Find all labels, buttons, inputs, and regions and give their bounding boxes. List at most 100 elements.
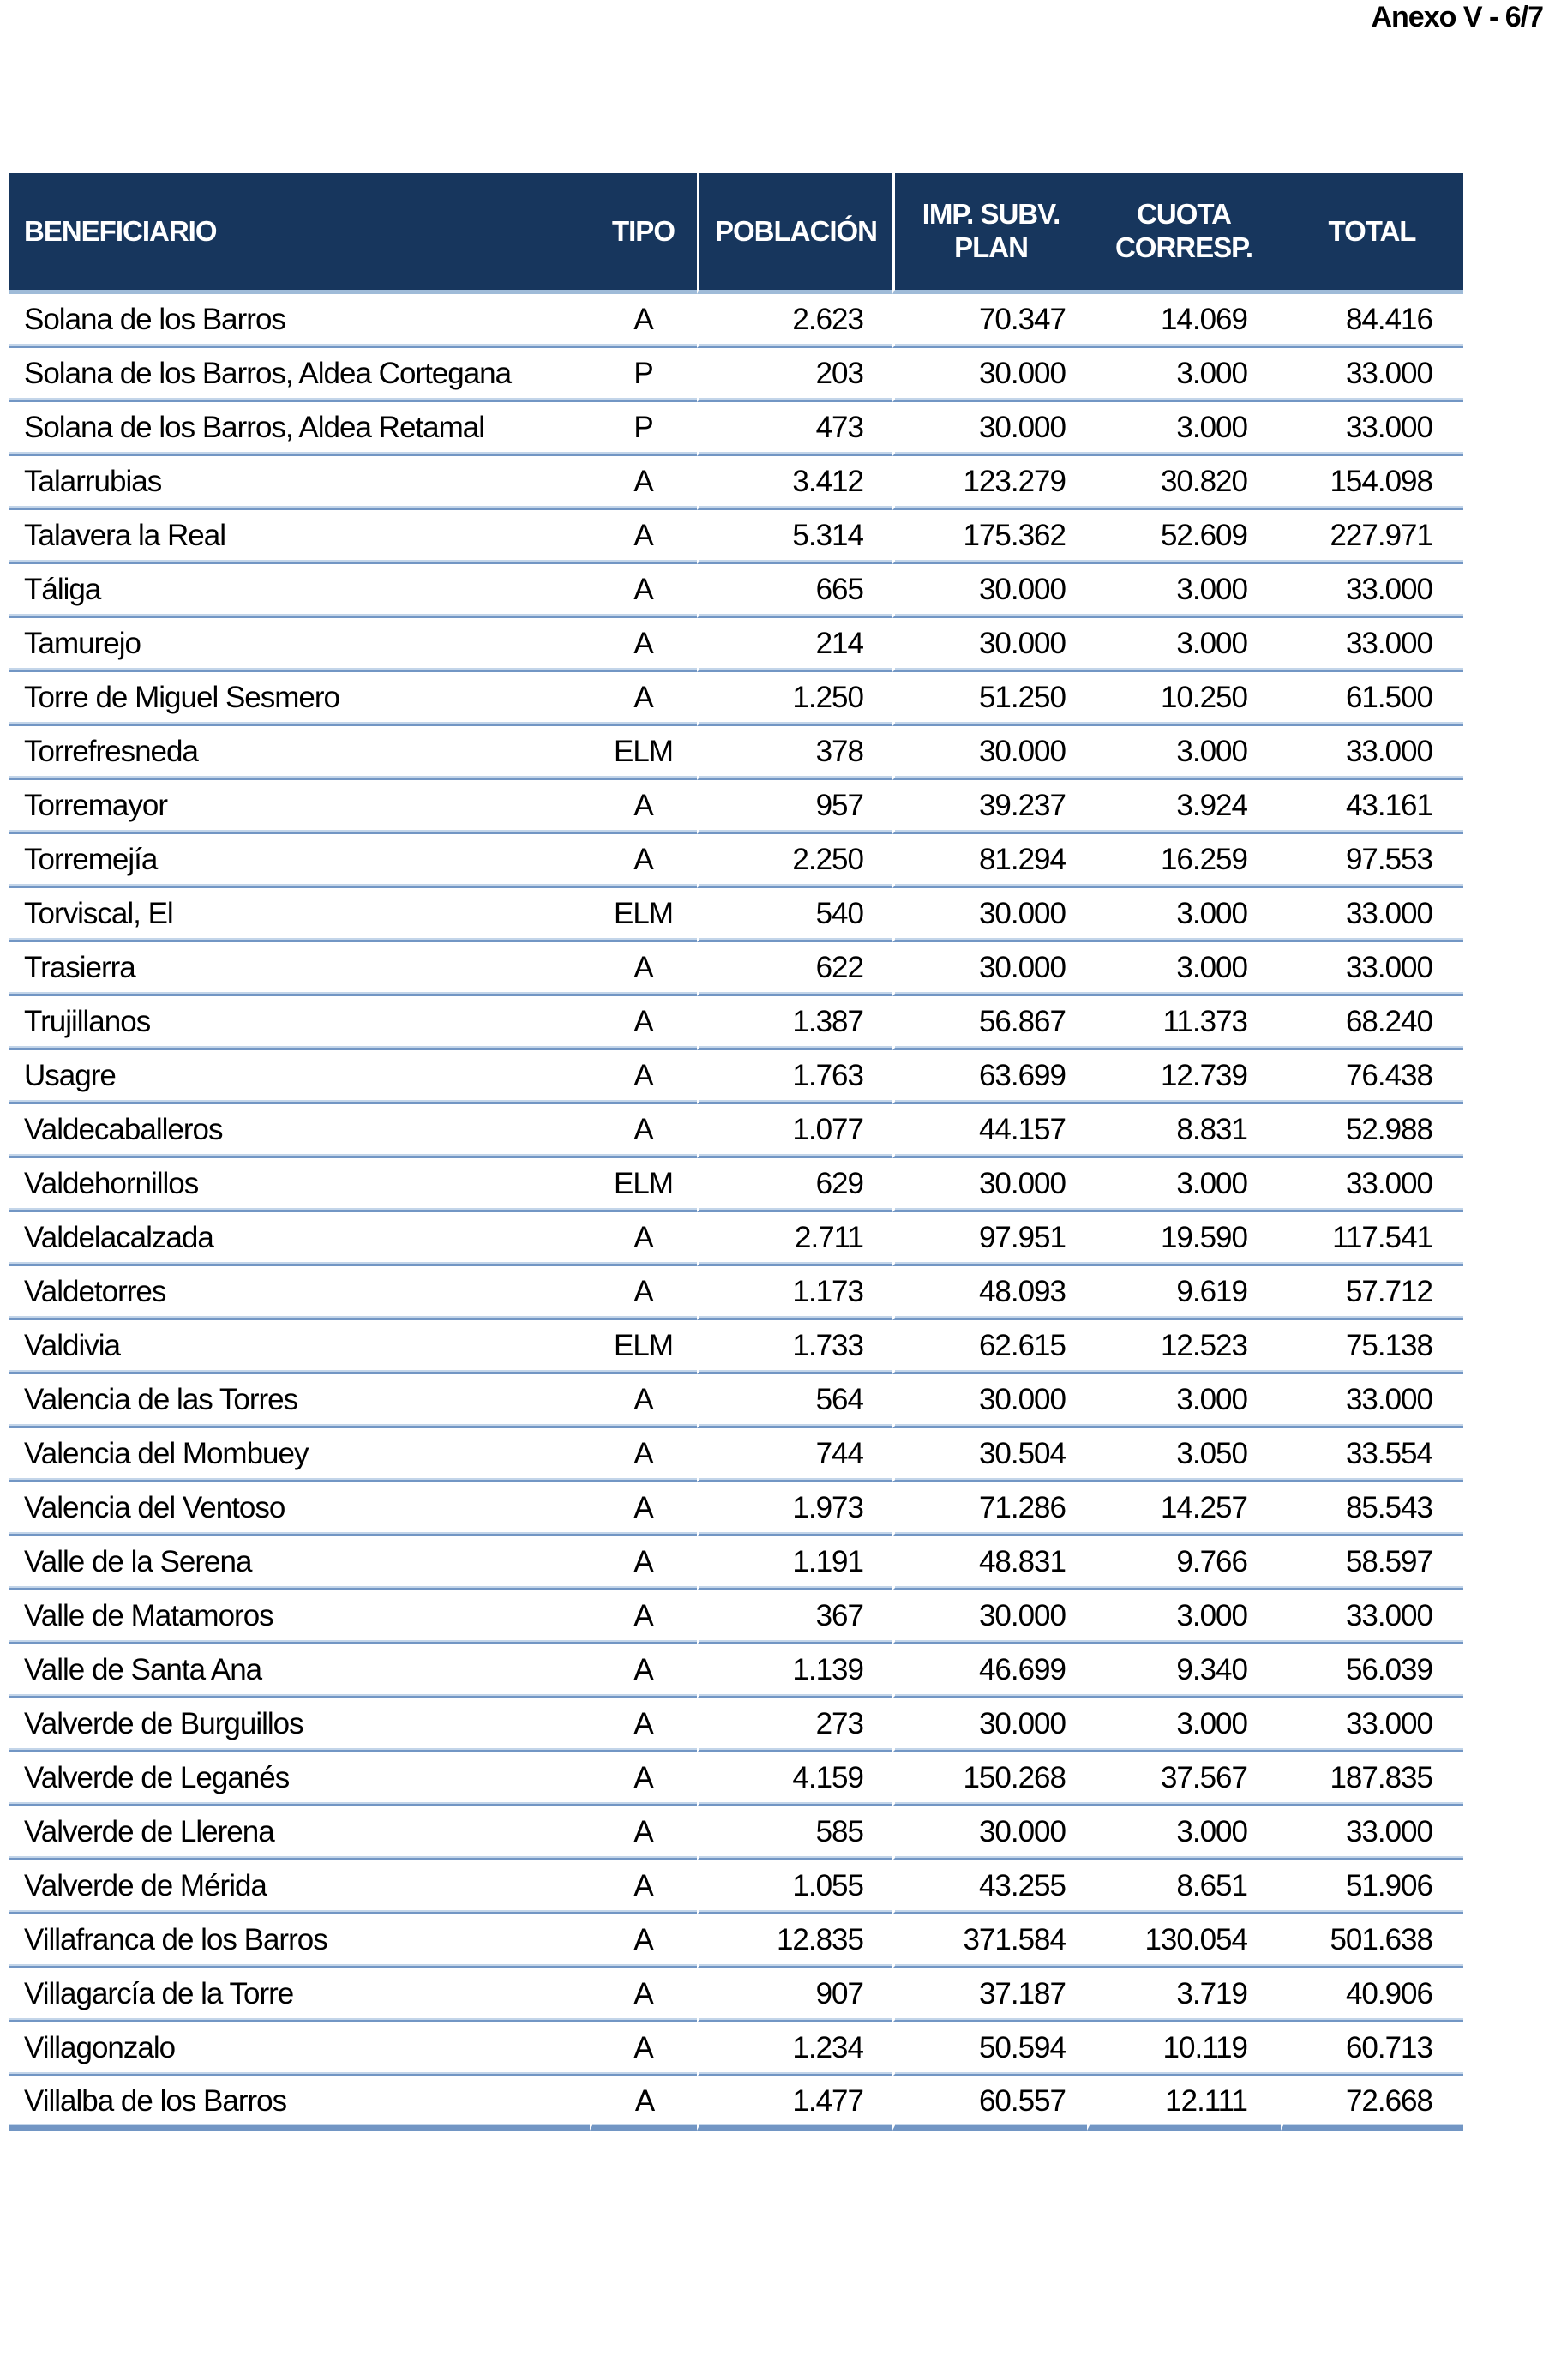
cell-total: 72.668 <box>1281 2076 1463 2131</box>
cell-tipo: A <box>590 1914 697 1968</box>
cell-cuota_corresp: 10.250 <box>1087 672 1281 726</box>
table-row: Valverde de Mérida A 1.055 43.255 8.651 51.90… <box>9 1860 1463 1914</box>
col-header-total: TOTAL <box>1281 173 1463 294</box>
cell-cuota_corresp: 3.000 <box>1087 1806 1281 1860</box>
cell-tipo: ELM <box>590 1320 697 1374</box>
cell-beneficiario: Villalba de los Barros <box>9 2076 590 2131</box>
cell-tipo: ELM <box>590 1158 697 1212</box>
cell-cuota_corresp: 9.766 <box>1087 1536 1281 1590</box>
cell-imp_subv_plan: 48.093 <box>892 1266 1087 1320</box>
cell-beneficiario: Valdetorres <box>9 1266 590 1320</box>
cell-beneficiario: Valle de Santa Ana <box>9 1644 590 1698</box>
cell-poblacion: 665 <box>697 564 892 618</box>
table-row: Torremayor A 957 39.237 3.924 43.161 <box>9 780 1463 834</box>
cell-total: 85.543 <box>1281 1482 1463 1536</box>
cell-poblacion: 1.763 <box>697 1050 892 1104</box>
cell-tipo: A <box>590 1968 697 2022</box>
cell-beneficiario: Táliga <box>9 564 590 618</box>
cell-cuota_corresp: 3.000 <box>1087 1158 1281 1212</box>
cell-imp_subv_plan: 30.000 <box>892 888 1087 942</box>
cell-imp_subv_plan: 30.000 <box>892 348 1087 402</box>
col-header-beneficiario: BENEFICIARIO <box>9 173 590 294</box>
cell-cuota_corresp: 30.820 <box>1087 456 1281 510</box>
cell-tipo: A <box>590 618 697 672</box>
cell-imp_subv_plan: 37.187 <box>892 1968 1087 2022</box>
cell-cuota_corresp: 11.373 <box>1087 996 1281 1050</box>
cell-cuota_corresp: 9.619 <box>1087 1266 1281 1320</box>
cell-imp_subv_plan: 123.279 <box>892 456 1087 510</box>
cell-poblacion: 1.250 <box>697 672 892 726</box>
table-row: Valverde de Burguillos A 273 30.000 3.000 33.… <box>9 1698 1463 1752</box>
col-header-poblacion: POBLACIÓN <box>697 173 892 294</box>
cell-imp_subv_plan: 43.255 <box>892 1860 1087 1914</box>
cell-tipo: A <box>590 2076 697 2131</box>
cell-cuota_corresp: 3.000 <box>1087 888 1281 942</box>
cell-total: 97.553 <box>1281 834 1463 888</box>
cell-tipo: A <box>590 1428 697 1482</box>
table-row: Valle de Matamoros A 367 30.000 3.000 33.000 <box>9 1590 1463 1644</box>
cell-poblacion: 622 <box>697 942 892 996</box>
table-row: Valencia de las Torres A 564 30.000 3.000 33.… <box>9 1374 1463 1428</box>
cell-beneficiario: Valle de la Serena <box>9 1536 590 1590</box>
cell-total: 33.000 <box>1281 726 1463 780</box>
col-header-tipo: TIPO <box>590 173 697 294</box>
table-row: Talavera la Real A 5.314 175.362 52.609 227.9… <box>9 510 1463 564</box>
cell-cuota_corresp: 3.000 <box>1087 564 1281 618</box>
cell-tipo: A <box>590 1644 697 1698</box>
cell-poblacion: 1.055 <box>697 1860 892 1914</box>
cell-imp_subv_plan: 51.250 <box>892 672 1087 726</box>
cell-cuota_corresp: 3.000 <box>1087 348 1281 402</box>
cell-tipo: A <box>590 1860 697 1914</box>
cell-tipo: A <box>590 1806 697 1860</box>
cell-imp_subv_plan: 30.000 <box>892 1374 1087 1428</box>
cell-poblacion: 2.711 <box>697 1212 892 1266</box>
cell-poblacion: 5.314 <box>697 510 892 564</box>
cell-cuota_corresp: 3.000 <box>1087 402 1281 456</box>
cell-cuota_corresp: 3.000 <box>1087 1374 1281 1428</box>
cell-beneficiario: Trujillanos <box>9 996 590 1050</box>
cell-total: 33.000 <box>1281 942 1463 996</box>
cell-total: 33.000 <box>1281 564 1463 618</box>
cell-cuota_corresp: 3.924 <box>1087 780 1281 834</box>
cell-total: 52.988 <box>1281 1104 1463 1158</box>
cell-cuota_corresp: 130.054 <box>1087 1914 1281 1968</box>
cell-poblacion: 1.234 <box>697 2022 892 2076</box>
table-row: Valdivia ELM 1.733 62.615 12.523 75.138 <box>9 1320 1463 1374</box>
cell-total: 76.438 <box>1281 1050 1463 1104</box>
cell-beneficiario: Trasierra <box>9 942 590 996</box>
table-row: Solana de los Barros, Aldea Retamal P 473 3… <box>9 402 1463 456</box>
cell-total: 33.000 <box>1281 618 1463 672</box>
cell-cuota_corresp: 8.651 <box>1087 1860 1281 1914</box>
cell-imp_subv_plan: 97.951 <box>892 1212 1087 1266</box>
cell-poblacion: 4.159 <box>697 1752 892 1806</box>
cell-cuota_corresp: 16.259 <box>1087 834 1281 888</box>
table-row: Valdetorres A 1.173 48.093 9.619 57.712 <box>9 1266 1463 1320</box>
cell-poblacion: 1.077 <box>697 1104 892 1158</box>
cell-beneficiario: Villagarcía de la Torre <box>9 1968 590 2022</box>
cell-total: 33.000 <box>1281 1806 1463 1860</box>
cell-total: 56.039 <box>1281 1644 1463 1698</box>
cell-tipo: P <box>590 402 697 456</box>
cell-beneficiario: Valdivia <box>9 1320 590 1374</box>
cell-poblacion: 1.173 <box>697 1266 892 1320</box>
cell-imp_subv_plan: 70.347 <box>892 294 1087 348</box>
cell-imp_subv_plan: 81.294 <box>892 834 1087 888</box>
table-row: Valverde de Leganés A 4.159 150.268 37.567 18… <box>9 1752 1463 1806</box>
table-row: Torrefresneda ELM 378 30.000 3.000 33.000 <box>9 726 1463 780</box>
cell-imp_subv_plan: 62.615 <box>892 1320 1087 1374</box>
cell-poblacion: 12.835 <box>697 1914 892 1968</box>
cell-total: 43.161 <box>1281 780 1463 834</box>
col-header-imp-subv-plan: IMP. SUBV. PLAN <box>892 173 1087 294</box>
cell-tipo: A <box>590 456 697 510</box>
cell-total: 68.240 <box>1281 996 1463 1050</box>
cell-total: 57.712 <box>1281 1266 1463 1320</box>
cell-poblacion: 367 <box>697 1590 892 1644</box>
cell-tipo: A <box>590 510 697 564</box>
cell-total: 58.597 <box>1281 1536 1463 1590</box>
cell-imp_subv_plan: 56.867 <box>892 996 1087 1050</box>
cell-cuota_corresp: 3.719 <box>1087 1968 1281 2022</box>
cell-total: 33.000 <box>1281 402 1463 456</box>
cell-poblacion: 214 <box>697 618 892 672</box>
table-row: Torviscal, El ELM 540 30.000 3.000 33.000 <box>9 888 1463 942</box>
